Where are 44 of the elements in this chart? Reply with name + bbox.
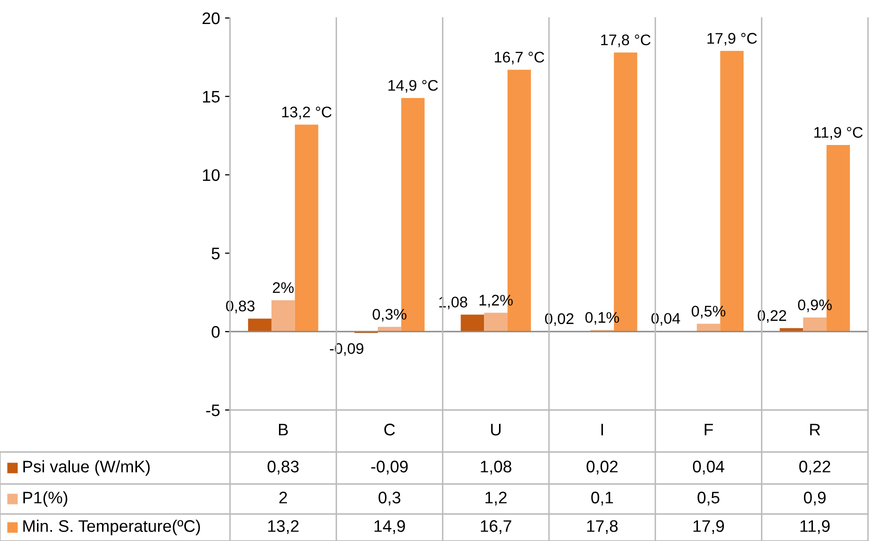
- x-tick-label: U: [491, 424, 501, 436]
- text: 17,9: [694, 520, 724, 534]
- data-label: 0,83: [226, 300, 255, 314]
- y-tick-label: 15: [203, 90, 220, 103]
- text: 0,1: [591, 492, 613, 506]
- text: 0,22: [799, 460, 830, 474]
- text: 14,9: [374, 520, 405, 534]
- y-tick-label: 5: [212, 248, 220, 260]
- y-tick-label: 10: [203, 169, 220, 182]
- y-tick-label: -5: [206, 404, 220, 416]
- data-label: 0,04: [651, 312, 680, 326]
- text: 1,2: [486, 492, 507, 506]
- text: 0,5: [698, 492, 720, 506]
- text: 17,8: [587, 520, 618, 534]
- legend-label: Min. S. Temperature(ºC): [23, 520, 200, 536]
- x-tick-label: C: [384, 424, 395, 436]
- data-label: 11,9 °C: [814, 127, 863, 140]
- text: 0,02: [586, 460, 618, 474]
- text: 0,04: [692, 460, 724, 474]
- text: 1,08: [480, 460, 512, 474]
- legend-label: P1(%): [23, 491, 68, 507]
- data-label: 17,9 °C: [708, 32, 757, 46]
- data-label: 0,22: [758, 310, 786, 323]
- text: 0,83: [268, 460, 299, 474]
- y-tick-label: 20: [202, 12, 220, 24]
- data-label: 0,02: [545, 313, 574, 326]
- text: 16,7: [480, 520, 512, 534]
- x-tick-label: R: [810, 424, 820, 436]
- y-tick-label: 0: [212, 326, 220, 338]
- data-label: 13,2 °C: [282, 106, 332, 120]
- text: 2: [279, 492, 287, 504]
- text: 0,9: [804, 492, 826, 506]
- text: 13,2: [268, 520, 299, 534]
- x-tick-label: B: [278, 424, 288, 436]
- legend-label: Psi value (W/mK): [23, 460, 150, 476]
- data-label: 2%: [272, 282, 294, 293]
- text: 0,3: [378, 492, 400, 506]
- data-label: 17,8 °C: [601, 34, 651, 48]
- data-label: 14,9 °C: [388, 80, 438, 93]
- x-tick-label: I: [601, 424, 603, 436]
- text: -0,09: [371, 460, 408, 474]
- x-tick-label: F: [704, 424, 713, 436]
- text: 11,9: [800, 520, 830, 534]
- data-label: 16,7 °C: [494, 52, 544, 64]
